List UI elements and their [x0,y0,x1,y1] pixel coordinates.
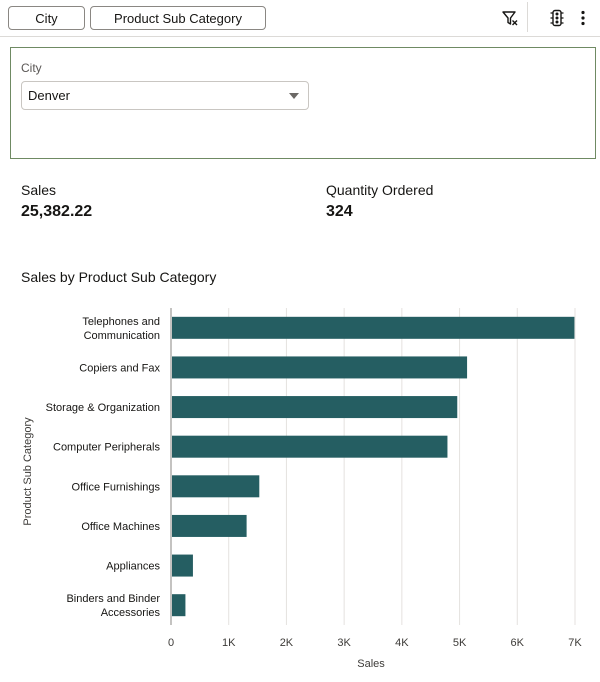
product-sub-category-filter-chip[interactable]: Product Sub Category [90,6,266,30]
traffic-light-icon[interactable] [547,8,567,28]
bar [172,475,260,498]
bar [172,594,186,617]
sales-metric-value: 25,382.22 [21,203,93,220]
top-toolbar: City Product Sub Category [0,0,600,37]
x-tick-label: 3K [337,637,351,649]
y-tick-label: Binders and Binder [66,593,160,605]
more-vertical-icon[interactable] [573,8,593,28]
filter-clear-icon[interactable] [500,8,520,28]
bar [172,356,468,379]
y-axis-title: Product Sub Category [22,417,34,526]
y-tick-label: Appliances [106,561,160,573]
city-filter-panel: City Denver [10,47,596,159]
sales-bar-chart: 0 1K 2K 3K 4K 5K 6K 7K Telephones and Communicati… [22,308,582,670]
x-tick-label: 7K [568,637,582,649]
bar [172,514,247,537]
quantity-metric-value: 324 [326,203,353,220]
y-tick-label: Office Furnishings [72,481,161,493]
sales-metric-label: Sales [21,182,57,198]
x-tick-label: 2K [280,637,294,649]
x-tick-label: 6K [511,637,525,649]
chevron-down-icon [289,93,299,99]
x-tick-label: 5K [453,637,467,649]
y-tick-label: Copiers and Fax [79,362,160,374]
x-axis-title: Sales [357,658,385,670]
y-tick-label: Accessories [101,607,161,619]
y-tick-label: Storage & Organization [46,402,160,414]
bar [172,554,193,577]
y-tick-label: Computer Peripherals [53,442,160,454]
city-filter-label: City [21,61,42,75]
city-filter-chip[interactable]: City [8,6,85,30]
city-select-value: Denver [28,88,70,103]
toolbar-divider [527,2,528,32]
y-tick-label: Communication [84,330,160,342]
bar [172,396,458,419]
y-tick-label: Telephones and [82,316,160,328]
x-tick-label: 1K [222,637,236,649]
x-tick-label: 4K [395,637,409,649]
bar [172,316,575,339]
y-tick-label: Office Machines [81,521,160,533]
city-select[interactable]: Denver [21,81,309,110]
x-tick-label: 0 [168,637,174,649]
bar [172,435,448,458]
quantity-metric-label: Quantity Ordered [326,182,434,198]
chart-title: Sales by Product Sub Category [21,269,217,285]
